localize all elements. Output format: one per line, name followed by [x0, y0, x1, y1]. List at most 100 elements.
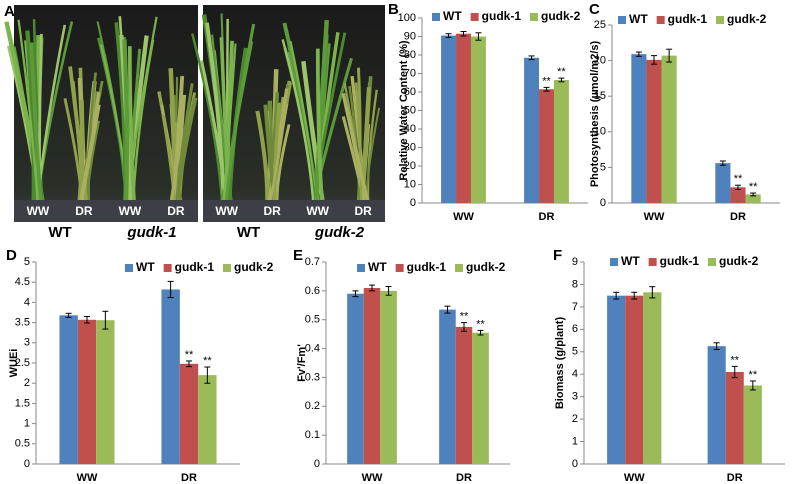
- genotype-label: gudk-1: [126, 224, 176, 241]
- plant-leaf: [127, 46, 136, 201]
- bar: [607, 295, 626, 464]
- y-tick-label: 0: [24, 458, 30, 470]
- y-tick-label: 0.1: [305, 429, 320, 441]
- legend-label: WT: [443, 9, 462, 23]
- error-bar: [635, 51, 642, 57]
- y-tick-label: 7: [572, 301, 578, 313]
- plant-leaf: [170, 118, 180, 201]
- error-bar: [385, 286, 392, 296]
- y-tick-label: 1: [572, 435, 578, 447]
- legend-label: gudk-1: [175, 260, 215, 274]
- error-bar: [731, 365, 738, 379]
- x-tick-label: DR: [456, 472, 472, 484]
- bar: [441, 35, 457, 204]
- y-tick-label: 0: [410, 197, 416, 209]
- plant-leaf: [366, 89, 378, 201]
- legend-label: gudk-2: [727, 12, 767, 26]
- y-tick-label: 40: [404, 123, 416, 135]
- y-tick-label: 3.5: [15, 317, 30, 329]
- condition-label: WW: [306, 204, 329, 218]
- bar: [472, 332, 489, 464]
- bar: [470, 36, 486, 203]
- y-tick-label: 10: [404, 178, 416, 190]
- bar: [455, 326, 473, 464]
- panel-letter: C: [589, 1, 600, 18]
- y-tick-label: 5: [600, 161, 606, 173]
- error-bar: [444, 305, 451, 314]
- legend-swatch: [432, 13, 440, 21]
- error-bar: [102, 310, 109, 330]
- bar: [661, 55, 677, 204]
- y-tick-label: 0.3: [305, 371, 320, 383]
- significance-mark: **: [185, 349, 194, 361]
- y-tick-label: 2.5: [15, 357, 30, 369]
- plant-leaf: [269, 103, 289, 201]
- error-bar: [528, 55, 535, 61]
- bar: [725, 371, 744, 464]
- plant-leaf: [275, 124, 291, 201]
- y-tick-label: 4.5: [15, 276, 30, 288]
- x-tick-label: DR: [181, 472, 197, 484]
- condition-label: DR: [354, 204, 372, 218]
- genotype-label: WT: [48, 224, 71, 241]
- y-axis-label: Fv'/Fm': [296, 344, 308, 382]
- error-bar: [167, 280, 174, 299]
- x-tick-label: WW: [362, 472, 383, 484]
- legend-label: WT: [368, 260, 387, 274]
- error-bar: [543, 86, 550, 92]
- legend-label: WT: [629, 12, 648, 26]
- bar: [745, 194, 761, 203]
- error-bar: [713, 342, 720, 351]
- legend-label: gudk-2: [541, 9, 581, 23]
- panel-letter: F: [553, 247, 562, 264]
- y-tick-label: 70: [404, 67, 416, 79]
- legend-swatch: [223, 264, 231, 272]
- bar: [707, 346, 726, 464]
- bar: [77, 319, 97, 464]
- plant-leaf: [17, 19, 39, 201]
- bar: [643, 292, 662, 464]
- x-tick-label: DR: [730, 211, 746, 223]
- condition-label: WW: [27, 204, 50, 218]
- panel-letter: E: [293, 247, 303, 264]
- error-bar: [649, 286, 656, 299]
- legend-swatch: [716, 16, 724, 24]
- plant-leaf: [122, 39, 130, 201]
- condition-label: WW: [215, 204, 238, 218]
- condition-label: DR: [263, 204, 281, 218]
- legend-label: WT: [136, 260, 155, 274]
- panel-letter: B: [388, 1, 399, 18]
- bar: [456, 33, 471, 203]
- y-tick-label: 9: [572, 256, 578, 268]
- y-tick-label: 20: [404, 160, 416, 172]
- plant-leaf: [175, 83, 194, 201]
- bar: [646, 59, 662, 203]
- y-tick-label: 90: [404, 30, 416, 42]
- y-axis-label: Photosynthesis (µmol/m2/s): [589, 41, 601, 188]
- y-tick-label: 5: [24, 256, 30, 268]
- error-bar: [186, 360, 192, 368]
- error-bar: [651, 55, 657, 65]
- significance-mark: **: [734, 173, 743, 185]
- bar: [553, 79, 569, 203]
- y-tick-label: 0.5: [305, 314, 320, 326]
- error-bar: [735, 184, 741, 190]
- legend-swatch: [648, 258, 657, 266]
- y-tick-label: 2: [24, 377, 30, 389]
- error-bar: [65, 312, 72, 318]
- pot-base: [14, 200, 198, 222]
- y-tick-label: 0: [572, 458, 578, 470]
- plant-leaf: [315, 48, 324, 201]
- y-tick-label: 10: [594, 126, 606, 138]
- error-bar: [460, 31, 467, 37]
- bar: [631, 54, 647, 203]
- plant-leaf: [341, 116, 366, 201]
- bar: [59, 315, 78, 464]
- y-tick-label: 50: [404, 104, 416, 116]
- legend-label: gudk-1: [668, 12, 708, 26]
- x-tick-label: WW: [624, 472, 645, 484]
- genotype-label: gudk-2: [314, 224, 365, 241]
- legend-swatch: [618, 16, 626, 24]
- legend-swatch: [455, 264, 463, 272]
